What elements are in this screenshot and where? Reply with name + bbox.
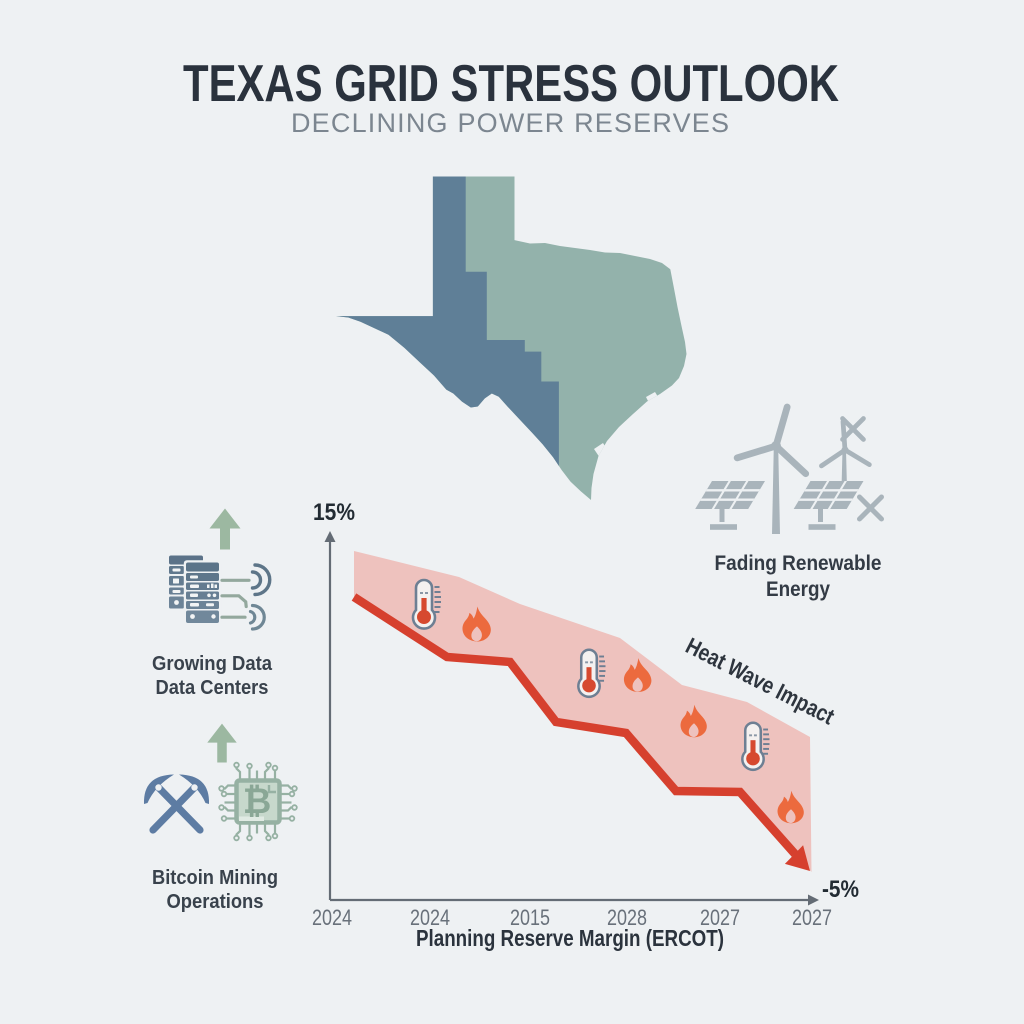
svg-text:Data Centers: Data Centers <box>156 677 269 699</box>
svg-text:-5%: -5% <box>822 876 859 903</box>
svg-text:2024: 2024 <box>410 905 450 930</box>
svg-text:2024: 2024 <box>312 905 352 930</box>
svg-text:15%: 15% <box>313 499 355 526</box>
svg-text:₿: ₿ <box>243 782 272 821</box>
svg-text:2015: 2015 <box>510 905 550 930</box>
svg-text:DECLINING POWER RESERVES: DECLINING POWER RESERVES <box>291 108 729 138</box>
svg-text:Planning Reserve Margin (ERCOT: Planning Reserve Margin (ERCOT) <box>416 925 724 951</box>
svg-text:2027: 2027 <box>792 905 832 930</box>
svg-text:Bitcoin Mining: Bitcoin Mining <box>152 867 278 889</box>
svg-text:2027: 2027 <box>700 905 740 930</box>
svg-text:2028: 2028 <box>607 905 647 930</box>
svg-text:Energy: Energy <box>766 578 830 601</box>
svg-text:TEXAS GRID STRESS OUTLOOK: TEXAS GRID STRESS OUTLOOK <box>183 55 839 113</box>
svg-text:Operations: Operations <box>167 891 264 913</box>
svg-text:Fading Renewable: Fading Renewable <box>715 552 882 575</box>
svg-text:Growing Data: Growing Data <box>152 653 273 675</box>
